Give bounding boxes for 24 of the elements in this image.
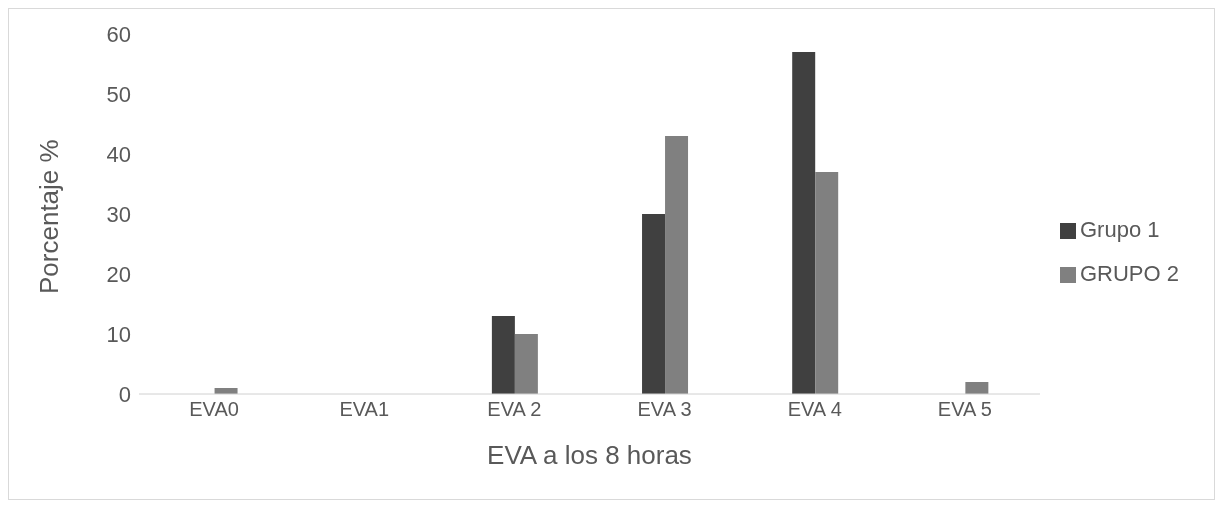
bar [642,214,666,394]
y-tick-label: 20 [106,261,131,287]
x-axis-title: EVA a los 8 horas [487,440,692,470]
x-tick-label: EVA 4 [787,398,842,421]
bar [491,316,515,394]
legend-label: GRUPO 2 [1079,260,1179,286]
y-axis-title: Porcentaje % [34,139,65,294]
bar [815,172,839,394]
bar [514,334,538,394]
bar [792,52,816,394]
y-tick-label: 10 [106,321,131,347]
bar [965,382,989,394]
x-tick-label: EVA1 [339,398,390,421]
y-tick-label: 30 [106,201,131,227]
y-tick-label: 60 [106,21,131,47]
legend-label: Grupo 1 [1079,216,1160,242]
x-tick-label: EVA 3 [637,398,692,421]
x-tick-label: EVA0 [189,398,239,421]
bar [665,136,689,394]
y-tick-label: 40 [106,141,131,167]
x-tick-label: EVA 5 [937,398,992,421]
x-tick-label: EVA 2 [487,398,542,421]
y-tick-label: 0 [118,381,131,407]
y-tick-label: 50 [106,81,131,107]
